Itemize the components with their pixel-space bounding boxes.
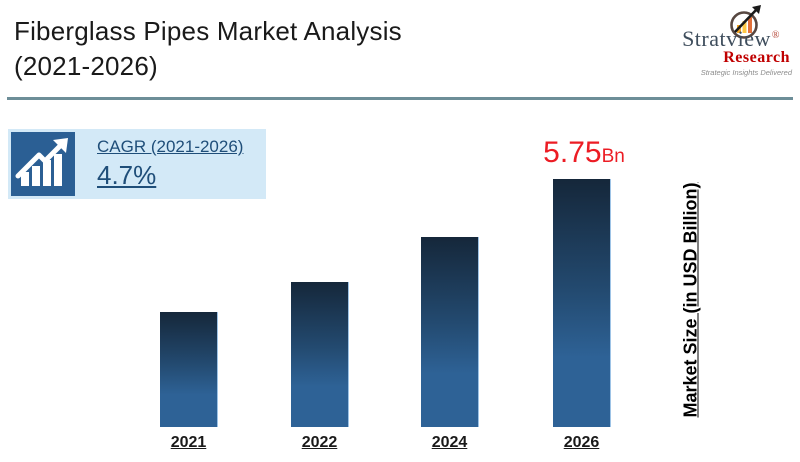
growth-chart-icon xyxy=(11,132,75,196)
cagr-callout: CAGR (2021-2026) 4.7% xyxy=(8,129,266,199)
bar-group-2022: 2022 xyxy=(291,282,349,451)
y-axis-title: Market Size (in USD Billion) xyxy=(680,182,701,418)
page-title-line2: (2021-2026) xyxy=(14,51,158,81)
page-title-line1: Fiberglass Pipes Market Analysis xyxy=(14,16,402,46)
axis-label-2026: 2026 xyxy=(563,434,600,451)
cagr-text-block: CAGR (2021-2026) 4.7% xyxy=(75,137,243,191)
axis-label-2021: 2021 xyxy=(170,434,207,451)
page-title: Fiberglass Pipes Market Analysis (2021-2… xyxy=(14,14,402,84)
growth-circle-icon xyxy=(730,5,761,39)
bar-2021 xyxy=(160,312,218,427)
brand-logo: Stratview® Research Strategic Insights D… xyxy=(660,4,794,78)
title-separator xyxy=(7,97,793,100)
brand-subname: Research xyxy=(723,49,790,66)
bar-2022 xyxy=(291,282,349,427)
axis-label-2024: 2024 xyxy=(431,434,468,451)
cagr-label: CAGR (2021-2026) xyxy=(97,137,244,156)
brand-name-text: Stratview xyxy=(682,26,771,51)
bar-group-2026: 2026 xyxy=(553,179,611,451)
axis-label-2022: 2022 xyxy=(301,434,338,451)
brand-name: Stratview® xyxy=(682,26,780,52)
bar-2024 xyxy=(421,237,479,427)
value-annotation: 5.75Bn xyxy=(543,136,625,170)
annotation-suffix: Bn xyxy=(601,146,625,167)
annotation-value: 5.75 xyxy=(543,136,602,169)
bar-group-2024: 2024 xyxy=(421,237,479,451)
cagr-value: 4.7% xyxy=(97,160,157,190)
brand-tagline: Strategic Insights Delivered xyxy=(700,68,792,77)
bar-2026 xyxy=(553,179,611,427)
registered-mark: ® xyxy=(771,29,780,41)
bar-group-2021: 2021 xyxy=(160,312,218,451)
